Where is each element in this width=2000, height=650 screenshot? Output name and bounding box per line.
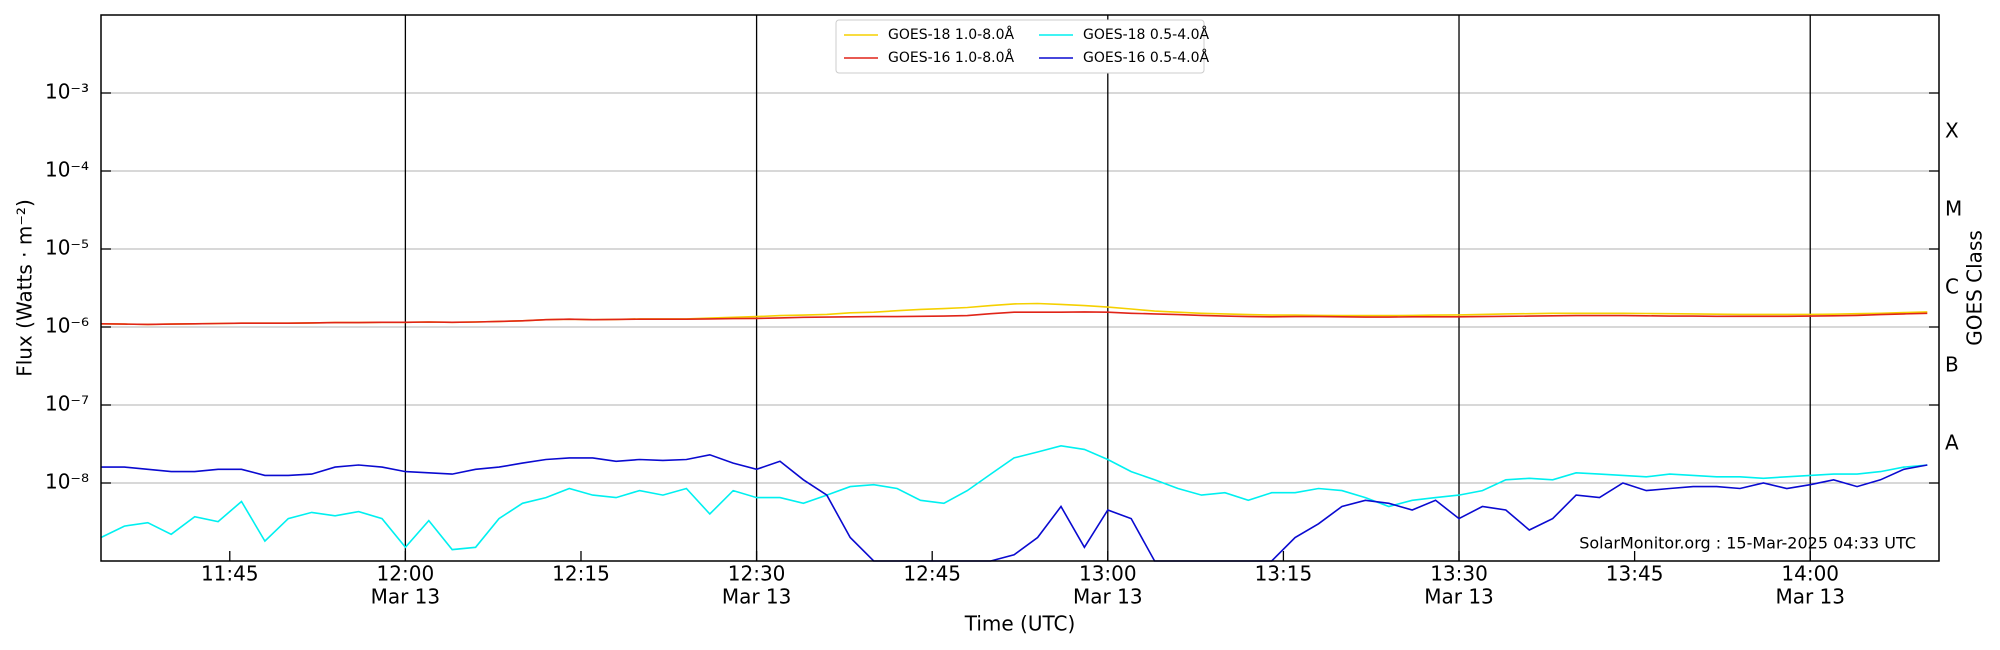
- x-tick-label: 13:30: [1430, 562, 1488, 586]
- legend-label: GOES-16 0.5-4.0Å: [1083, 49, 1209, 66]
- x-tick-label: Mar 13: [722, 585, 792, 609]
- x-tick-label: Mar 13: [1073, 585, 1143, 609]
- y2-tick-label: A: [1945, 431, 1959, 455]
- legend-box: [835, 19, 1205, 74]
- x-tick-label: 12:15: [552, 562, 610, 586]
- x-tick-label: 13:15: [1255, 562, 1313, 586]
- series-line: [100, 302, 1928, 326]
- x-tick-label: 12:00: [377, 562, 435, 586]
- annotation: SolarMonitor.org : 15-Mar-2025 04:33 UTC: [1579, 534, 1916, 553]
- y-tick-label: 10⁻⁷: [45, 392, 89, 416]
- x-tick-label: 14:00: [1781, 562, 1839, 586]
- y2-tick-label: X: [1945, 119, 1959, 143]
- y-axis-label: Flux (Watts · m⁻²): [13, 199, 37, 377]
- x-tick-label: Mar 13: [1775, 585, 1845, 609]
- plot-frame: [100, 14, 1940, 562]
- x-tick-label: 13:00: [1079, 562, 1137, 586]
- x-tick-label: 11:45: [201, 562, 259, 586]
- legend-label: GOES-18 0.5-4.0Å: [1083, 26, 1209, 43]
- series-line: [101, 453, 1928, 562]
- y-tick-label: 10⁻⁴: [45, 158, 89, 182]
- y2-axis-label: GOES Class: [1963, 230, 1987, 346]
- legend-label: GOES-16 1.0-8.0Å: [888, 49, 1014, 66]
- y2-tick-label: M: [1945, 197, 1962, 221]
- x-tick-label: 12:30: [728, 562, 786, 586]
- y2-tick-label: C: [1945, 275, 1959, 299]
- y-tick-label: 10⁻⁶: [45, 314, 89, 338]
- x-tick-label: Mar 13: [1424, 585, 1494, 609]
- y-tick-label: 10⁻⁸: [45, 470, 89, 494]
- y2-tick-label: B: [1945, 353, 1959, 377]
- x-tick-label: 13:45: [1606, 562, 1664, 586]
- legend-label: GOES-18 1.0-8.0Å: [888, 26, 1014, 43]
- series-line: [100, 444, 1928, 551]
- x-tick-label: Mar 13: [371, 585, 441, 609]
- x-axis-label: Time (UTC): [964, 612, 1076, 636]
- y-tick-label: 10⁻³: [45, 80, 89, 104]
- y-tick-label: 10⁻⁵: [45, 236, 89, 260]
- x-tick-label: 12:45: [903, 562, 961, 586]
- series-line: [100, 311, 1928, 326]
